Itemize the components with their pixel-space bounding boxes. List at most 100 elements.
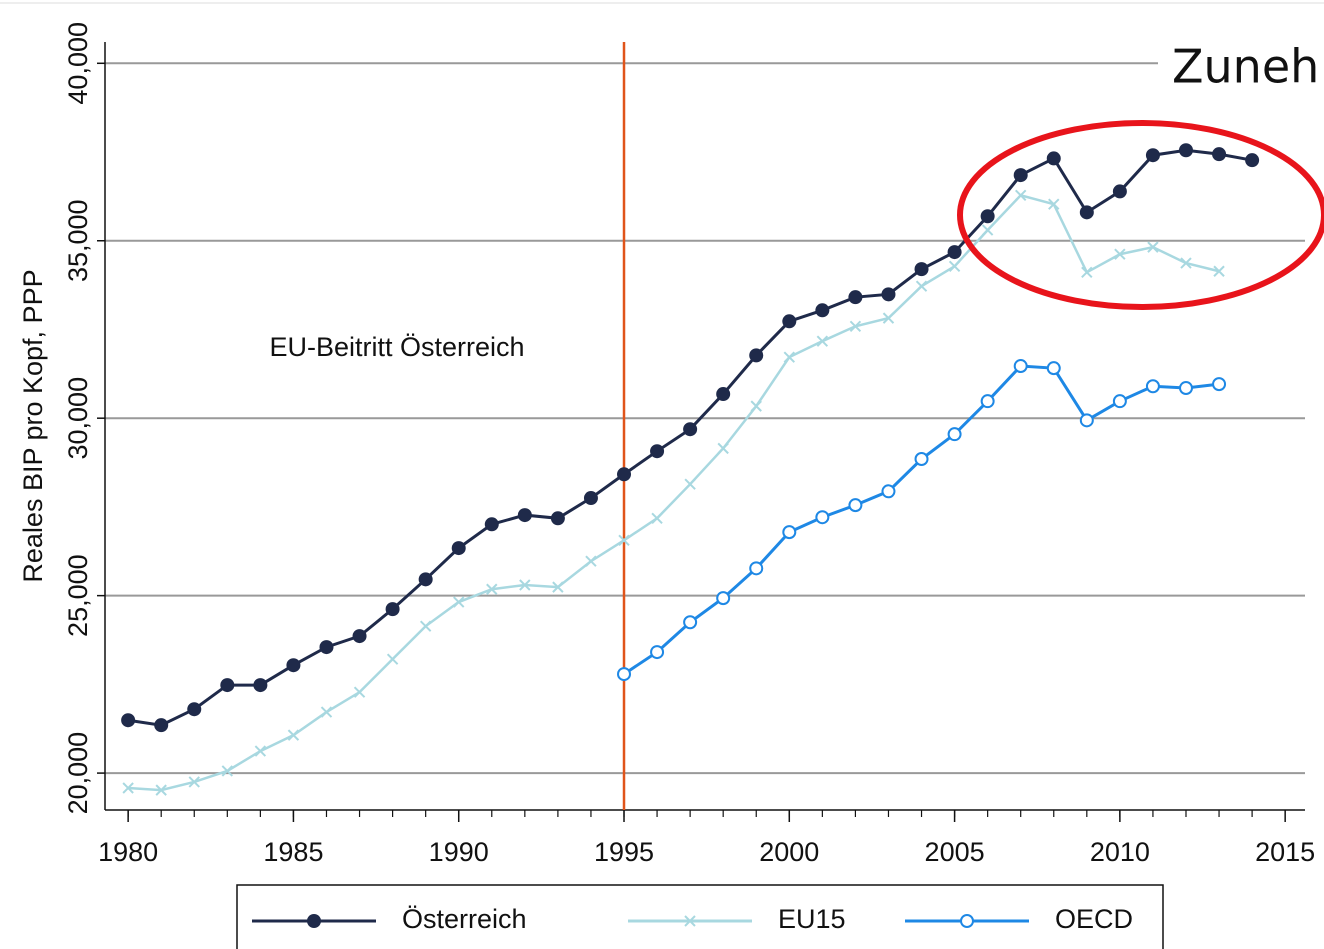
point	[980, 394, 995, 409]
point	[783, 351, 796, 363]
point	[1081, 266, 1093, 279]
point	[1112, 394, 1127, 409]
point	[121, 713, 136, 728]
point	[816, 335, 829, 347]
point	[717, 442, 729, 455]
point	[849, 320, 862, 332]
point	[1178, 143, 1193, 158]
point	[386, 653, 399, 665]
point	[517, 508, 532, 523]
point	[782, 525, 797, 540]
point	[1046, 151, 1061, 166]
point	[1079, 205, 1094, 220]
legend-marker	[684, 915, 696, 927]
point	[915, 280, 928, 292]
point	[1013, 359, 1028, 374]
legend-marker	[960, 914, 974, 928]
x-tick-label: 2005	[925, 837, 985, 867]
x-tick-label: 2015	[1255, 837, 1315, 867]
point	[418, 572, 433, 587]
point	[749, 561, 764, 576]
point	[716, 387, 731, 402]
point	[651, 512, 663, 524]
point	[221, 765, 234, 777]
point	[848, 498, 863, 513]
x-tick-label: 1985	[263, 837, 323, 867]
point	[947, 245, 962, 260]
point	[914, 452, 929, 467]
point	[320, 706, 333, 718]
point	[484, 517, 499, 532]
point	[253, 678, 268, 693]
y-tick-label: 25,000	[63, 554, 93, 637]
point	[453, 596, 465, 608]
point	[683, 422, 698, 437]
point	[1212, 147, 1227, 162]
legend-label: EU15	[778, 904, 846, 934]
point	[749, 348, 764, 363]
y-tick-label: 40,000	[63, 22, 93, 105]
y-tick-label: 35,000	[63, 199, 93, 282]
series-line	[127, 148, 1253, 727]
y-tick-label: 20,000	[63, 732, 93, 815]
point	[947, 427, 962, 442]
point	[187, 702, 202, 717]
point	[451, 541, 466, 556]
y-tick-label: 30,000	[63, 377, 93, 460]
point	[188, 776, 200, 788]
point	[486, 583, 498, 595]
point	[1048, 198, 1060, 210]
point	[815, 510, 830, 525]
point	[1147, 241, 1159, 253]
point	[882, 312, 895, 324]
point	[319, 640, 334, 655]
point	[848, 290, 863, 305]
series-line	[623, 364, 1220, 676]
point	[1213, 265, 1225, 277]
x-tick-label: 1990	[429, 837, 489, 867]
point	[1114, 248, 1126, 260]
x-tick-label: 1995	[594, 837, 654, 867]
point	[353, 686, 366, 698]
annotation-bg	[1158, 38, 1324, 98]
point	[1212, 377, 1227, 392]
point	[519, 579, 531, 591]
point	[220, 678, 235, 693]
point	[385, 602, 400, 617]
point	[716, 591, 731, 606]
point	[552, 581, 564, 593]
point	[617, 467, 632, 482]
point	[1145, 379, 1160, 394]
legend-label: OECD	[1055, 904, 1133, 934]
event-label: EU-Beitritt Österreich	[269, 332, 524, 362]
point	[419, 620, 432, 632]
point	[1178, 381, 1193, 396]
point	[617, 667, 632, 682]
point	[1014, 189, 1027, 202]
point	[1245, 153, 1260, 168]
series-line	[128, 193, 1220, 792]
legend-label: Österreich	[402, 904, 527, 934]
point	[618, 534, 630, 546]
point	[1079, 413, 1094, 428]
point	[154, 718, 169, 733]
point	[914, 262, 929, 277]
point	[881, 287, 896, 302]
point	[948, 260, 961, 273]
point	[684, 478, 696, 490]
legend-box	[236, 884, 1164, 949]
point	[122, 782, 134, 794]
point	[550, 511, 565, 526]
point	[683, 615, 698, 630]
highlight-ellipse	[957, 120, 1324, 310]
point	[980, 209, 995, 224]
point	[1112, 184, 1127, 199]
point	[254, 745, 267, 757]
annotation: Zuneh	[1172, 40, 1319, 94]
point	[981, 224, 994, 236]
point	[650, 645, 665, 660]
point	[881, 484, 896, 499]
point	[585, 555, 597, 567]
point	[650, 444, 665, 459]
